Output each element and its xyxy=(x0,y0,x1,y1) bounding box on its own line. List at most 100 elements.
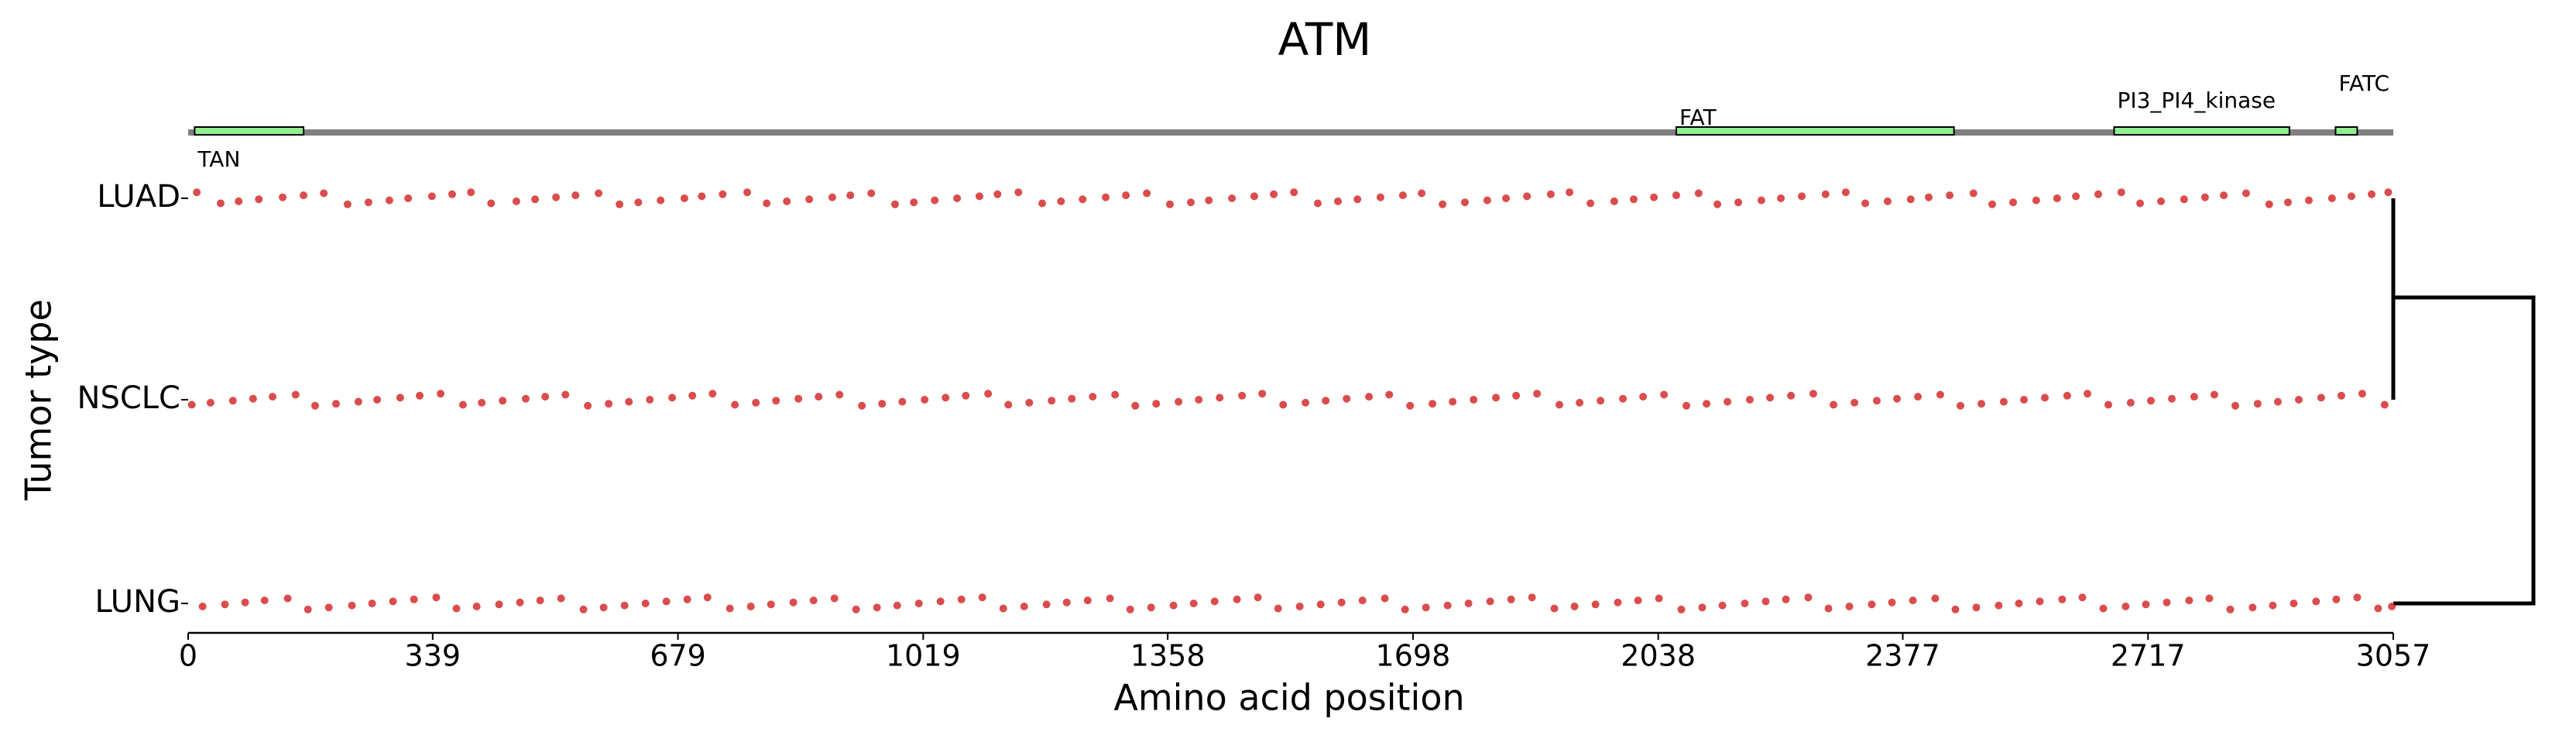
mutation-dot xyxy=(1546,190,1555,198)
mutation-dot xyxy=(2290,600,2298,607)
mutation-dot xyxy=(283,594,292,603)
mutation-dot xyxy=(416,391,424,400)
mutation-dot xyxy=(2094,190,2102,198)
dendrogram-link xyxy=(2393,295,2536,606)
mutation-dot xyxy=(1619,394,1628,403)
mutation-dot xyxy=(893,601,901,610)
mutation-dot xyxy=(1302,398,1310,407)
mutation-dot xyxy=(1449,397,1457,406)
mutation-dot xyxy=(1610,197,1618,205)
mutation-dot xyxy=(1189,600,1198,607)
mutation-dot xyxy=(552,193,561,201)
mutation-dot xyxy=(2020,396,2029,404)
mutation-dot xyxy=(1766,394,1775,402)
mutation-dot xyxy=(1824,604,1833,613)
mutation-dot xyxy=(752,398,760,407)
mutation-dot xyxy=(1014,188,1023,197)
mutation-dot xyxy=(1083,596,1092,605)
mutation-dot xyxy=(1883,197,1892,205)
mutation-dot xyxy=(1195,396,1203,404)
mutation-dot xyxy=(1845,602,1854,610)
mutation-dot xyxy=(2072,192,2080,201)
x-tick-label: 1698 xyxy=(1376,639,1451,673)
mutation-dot xyxy=(2358,390,2366,398)
mutation-dot xyxy=(1122,191,1130,200)
mutation-dot xyxy=(472,602,481,610)
mutation-dot xyxy=(1270,190,1278,198)
mutation-dot xyxy=(890,200,899,208)
mutation-dot xyxy=(680,194,688,202)
mutation-dot xyxy=(921,396,929,404)
mutation-dot xyxy=(2126,398,2135,407)
mutation-dot xyxy=(634,198,643,207)
mutation-dot xyxy=(557,594,565,603)
x-tick-label: 339 xyxy=(405,639,461,673)
mutation-dot xyxy=(1936,390,1944,399)
mutation-dot xyxy=(852,605,860,614)
mutation-dot xyxy=(1798,192,1806,201)
mutation-dot xyxy=(241,598,249,607)
mutation-dot xyxy=(2078,593,2087,602)
mutation-dot xyxy=(767,600,775,609)
mutation-dot xyxy=(1165,200,1174,208)
mutation-dot xyxy=(2180,195,2188,204)
mutation-dot xyxy=(2353,593,2362,602)
dendrogram xyxy=(2391,198,2536,606)
mutation-dot xyxy=(1038,199,1047,208)
domain-label: PI3_PI4_kinase xyxy=(2117,88,2276,113)
mutation-dot xyxy=(2380,400,2389,409)
mutation-dot xyxy=(976,192,984,201)
domain-label: FAT xyxy=(1679,105,1717,130)
mutation-dot xyxy=(763,199,771,208)
mutation-dot xyxy=(1931,594,1940,603)
mutation-dot xyxy=(1443,601,1452,610)
mutation-dot xyxy=(1782,595,1790,603)
mutation-dot xyxy=(794,394,803,403)
mutation-dot xyxy=(1830,400,1838,409)
mutation-dot xyxy=(432,593,441,602)
mutation-dot xyxy=(657,196,665,205)
mutation-dot xyxy=(1893,394,1902,403)
mutation-dot xyxy=(2388,602,2396,610)
mutation-dot xyxy=(2142,600,2150,609)
mutation-dot xyxy=(2384,188,2392,197)
mutation-dot xyxy=(2220,191,2228,200)
mutation-dot xyxy=(385,196,393,205)
mutation-dot xyxy=(1868,600,1876,609)
mutation-dot xyxy=(2294,396,2303,404)
mutation-dot xyxy=(1629,195,1638,204)
mutation-dot xyxy=(1925,193,1933,201)
mutation-dot xyxy=(1025,398,1034,407)
mutation-dot xyxy=(662,597,671,606)
x-axis-label: Amino acid position xyxy=(1113,677,1464,719)
mutation-dot xyxy=(249,394,257,403)
mutation-dot xyxy=(1634,596,1642,605)
mutation-dot xyxy=(2210,390,2218,399)
mutation-dot xyxy=(522,394,530,403)
mutation-dot xyxy=(427,192,436,201)
mutation-dot xyxy=(1757,196,1765,205)
mutation-dot xyxy=(228,397,237,405)
mutation-dot xyxy=(772,397,780,405)
mutation-dot xyxy=(809,596,818,605)
mutation-dot xyxy=(269,393,277,401)
mutation-dot xyxy=(1972,603,1981,612)
mutation-dot xyxy=(187,400,196,409)
mutation-dot xyxy=(255,195,263,204)
mutation-dot xyxy=(2347,192,2355,201)
mutation-dot xyxy=(953,194,962,202)
mutation-dot xyxy=(1106,594,1114,603)
mutation-dot xyxy=(1672,191,1680,200)
mutation-dot xyxy=(914,600,923,607)
y-tick-label: LUAD xyxy=(97,179,180,215)
mutation-dot xyxy=(495,600,503,609)
mutation-dot xyxy=(579,605,588,614)
mutation-dot xyxy=(846,191,855,200)
mutation-dot xyxy=(221,600,229,609)
mutation-dot xyxy=(719,190,727,198)
mutation-dot xyxy=(2200,193,2209,201)
mutation-dot xyxy=(512,197,520,205)
mutation-dot xyxy=(835,390,844,399)
mutation-dot xyxy=(1570,602,1579,610)
